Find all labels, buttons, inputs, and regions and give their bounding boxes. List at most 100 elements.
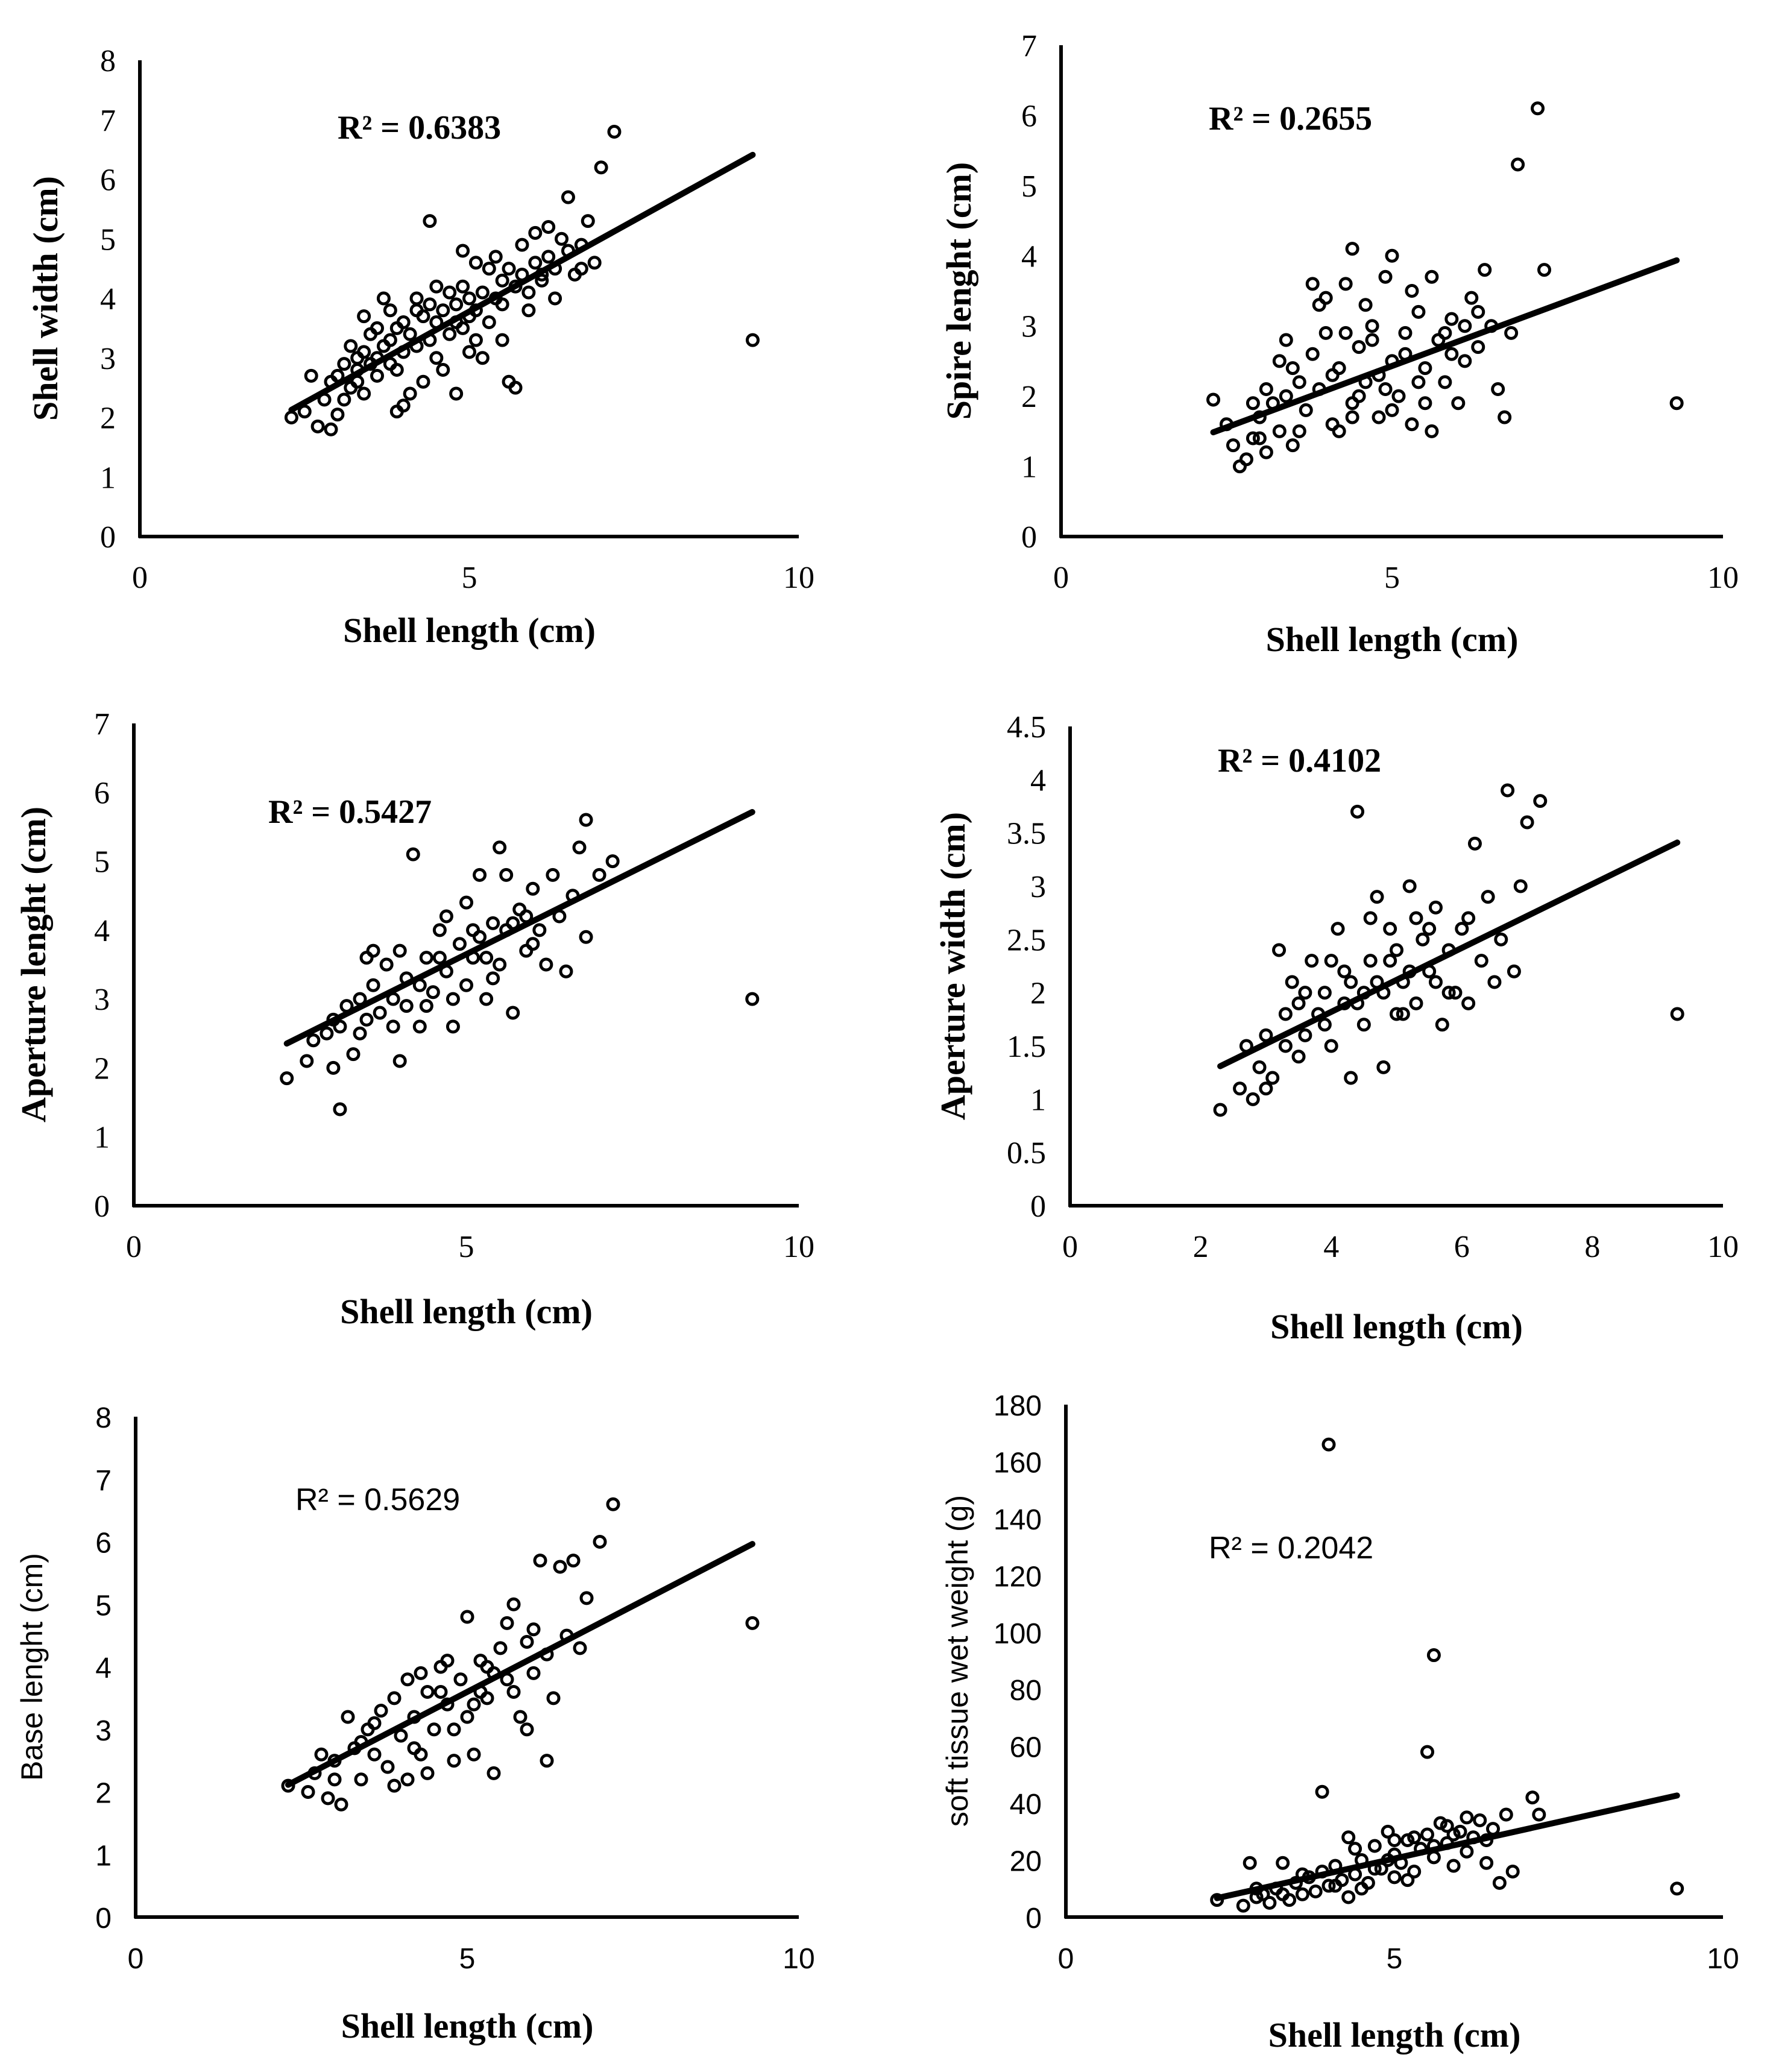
data-point bbox=[468, 333, 483, 347]
x-tick-label: 0 bbox=[1053, 561, 1069, 595]
y-tick-labels: 0 1 2 3 4 5 6 7 8 bbox=[95, 1402, 112, 1935]
data-point bbox=[1422, 922, 1437, 936]
data-point bbox=[526, 937, 540, 951]
trendline bbox=[1210, 257, 1680, 436]
data-point bbox=[1387, 1833, 1402, 1847]
data-point bbox=[1226, 438, 1240, 453]
data-point bbox=[443, 327, 457, 341]
data-point bbox=[1461, 911, 1476, 925]
data-point bbox=[592, 868, 606, 882]
y-tick-label: 6 bbox=[95, 1528, 112, 1560]
data-point bbox=[467, 1697, 481, 1711]
data-point bbox=[521, 303, 536, 318]
data-point bbox=[579, 1591, 594, 1605]
data-point bbox=[392, 1054, 407, 1068]
data-point bbox=[515, 238, 529, 252]
y-tick-labels: 0 0.5 1 1.5 2 2.5 3 3.5 4 4.5 bbox=[1007, 710, 1046, 1224]
data-point bbox=[304, 368, 318, 383]
data-point bbox=[1252, 1060, 1267, 1074]
x-tick-label: 5 bbox=[1387, 1943, 1403, 1975]
data-point bbox=[605, 854, 620, 869]
data-point bbox=[1525, 1790, 1540, 1805]
y-tick-label: 4 bbox=[95, 1652, 112, 1684]
y-tick-label: 7 bbox=[100, 104, 116, 138]
y-tick-label: 5 bbox=[94, 845, 110, 880]
data-point bbox=[1531, 101, 1545, 116]
data-point bbox=[297, 405, 312, 419]
data-point bbox=[1317, 986, 1332, 1000]
data-point bbox=[487, 1766, 501, 1780]
data-point bbox=[574, 262, 588, 276]
r2-annotation: R² = 0.4102 bbox=[1218, 742, 1381, 779]
trendline bbox=[288, 151, 756, 413]
data-point bbox=[1381, 1824, 1395, 1839]
x-axis-label: Shell length (cm) bbox=[1266, 620, 1519, 659]
x-tick-labels: 0 5 10 bbox=[1058, 1943, 1739, 1975]
data-point bbox=[1365, 333, 1379, 347]
y-tick-label: 2 bbox=[1030, 977, 1046, 1011]
data-point bbox=[403, 327, 417, 341]
x-tick-label: 0 bbox=[128, 1943, 144, 1975]
data-point bbox=[533, 1554, 547, 1568]
y-tick-labels: 0 1 2 3 4 5 6 7 bbox=[1021, 29, 1037, 555]
data-point bbox=[526, 1666, 541, 1680]
data-point bbox=[1285, 975, 1299, 989]
y-tick-label: 2 bbox=[100, 401, 116, 436]
data-point bbox=[1670, 1007, 1684, 1021]
data-point bbox=[1473, 1813, 1487, 1827]
data-point bbox=[1440, 1819, 1454, 1833]
data-point bbox=[1324, 1039, 1338, 1053]
y-tick-label: 8 bbox=[95, 1402, 112, 1434]
data-point bbox=[1259, 1082, 1273, 1096]
data-point bbox=[443, 285, 457, 300]
data-point bbox=[1246, 1092, 1260, 1106]
data-point bbox=[1494, 932, 1508, 946]
data-point bbox=[486, 916, 500, 930]
y-tick-label: 4 bbox=[1030, 763, 1046, 798]
data-point bbox=[456, 321, 470, 335]
data-point bbox=[482, 315, 496, 329]
data-point bbox=[1504, 326, 1519, 340]
data-point bbox=[1348, 1842, 1362, 1856]
data-point bbox=[1292, 375, 1306, 389]
data-point bbox=[1464, 291, 1479, 305]
r2-annotation: R² = 0.5427 bbox=[268, 793, 432, 831]
y-tick-label: 120 bbox=[994, 1561, 1042, 1593]
data-point bbox=[300, 1054, 314, 1068]
data-point bbox=[1533, 794, 1548, 808]
y-tick-label: 20 bbox=[1010, 1846, 1042, 1878]
data-point bbox=[1420, 1827, 1434, 1842]
data-points bbox=[1213, 783, 1684, 1117]
data-point bbox=[1402, 879, 1417, 893]
data-point bbox=[1272, 943, 1287, 957]
data-point bbox=[1407, 1864, 1422, 1878]
data-point bbox=[416, 309, 430, 324]
y-tick-label: 6 bbox=[94, 776, 110, 810]
data-point bbox=[528, 225, 543, 240]
data-point bbox=[1435, 1018, 1449, 1032]
data-point bbox=[341, 1710, 355, 1724]
data-point bbox=[1262, 1895, 1277, 1910]
data-point bbox=[1295, 1887, 1309, 1901]
data-points bbox=[281, 1497, 760, 1812]
data-point bbox=[403, 386, 417, 401]
chart-base-length: R² = 0.5629 Base lenght (cm) Shell lengt… bbox=[15, 1402, 815, 2045]
data-point bbox=[423, 297, 437, 312]
data-point bbox=[433, 1685, 448, 1699]
y-tick-labels: 0 1 2 3 4 5 6 7 8 bbox=[100, 44, 116, 555]
y-tick-label: 1 bbox=[1030, 1083, 1046, 1117]
data-point bbox=[1246, 396, 1260, 411]
data-point bbox=[500, 1616, 514, 1630]
data-point bbox=[456, 279, 470, 294]
data-point bbox=[493, 1641, 508, 1655]
data-point bbox=[1308, 1885, 1323, 1898]
data-point bbox=[440, 1654, 455, 1668]
y-tick-label: 3 bbox=[94, 983, 110, 1017]
data-point bbox=[1321, 1437, 1336, 1452]
y-tick-label: 2 bbox=[1021, 380, 1037, 414]
data-point bbox=[559, 964, 573, 978]
data-point bbox=[1233, 1082, 1247, 1096]
y-tick-label: 1 bbox=[1021, 450, 1037, 485]
data-point bbox=[1239, 452, 1253, 467]
